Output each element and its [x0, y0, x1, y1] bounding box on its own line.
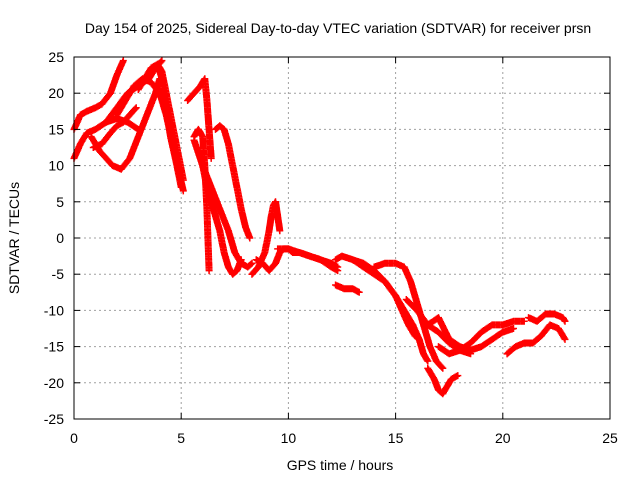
y-tick-label: -25 — [44, 411, 64, 427]
data-point-markers — [295, 248, 342, 271]
axis-ticks — [73, 56, 611, 420]
series-arc-12 — [190, 136, 256, 271]
x-tick-label: 25 — [602, 430, 618, 446]
data-point-markers — [190, 136, 256, 271]
y-tick-label: 0 — [56, 230, 64, 246]
data-point-markers — [184, 75, 215, 162]
y-tick-label: -10 — [44, 302, 64, 318]
series-arc-14 — [248, 198, 284, 278]
y-tick-labels: 25 20 15 10 5 0 -5 -10 -15 -20 -25 — [44, 49, 64, 427]
data-point-markers — [248, 198, 284, 278]
y-tick-label: -5 — [52, 266, 65, 282]
data-point-markers — [349, 256, 432, 365]
data-point-markers — [147, 60, 187, 184]
data-point-markers — [503, 321, 569, 358]
data-point-markers — [212, 122, 254, 242]
data-point-markers — [525, 310, 569, 325]
grid-lines — [74, 57, 610, 419]
data-point-markers — [424, 364, 462, 398]
data-point-markers — [332, 281, 363, 296]
y-tick-label: 20 — [48, 85, 64, 101]
data-point-markers — [87, 75, 164, 173]
series-arc-3 — [87, 75, 164, 173]
series-arc-8 — [147, 60, 187, 184]
y-tick-label: 5 — [56, 194, 64, 210]
series-arc-9 — [184, 75, 215, 162]
data-point-markers — [89, 104, 140, 151]
y-tick-label: 25 — [48, 49, 64, 65]
y-tick-label: 10 — [48, 158, 64, 174]
y-tick-label: -15 — [44, 339, 64, 355]
series-arc-17 — [295, 248, 342, 271]
series-arc-4 — [89, 104, 140, 151]
chart-title: Day 154 of 2025, Sidereal Day-to-day VTE… — [85, 20, 591, 36]
x-tick-label: 20 — [495, 430, 511, 446]
y-tick-label: -20 — [44, 375, 64, 391]
series-arc-25 — [424, 314, 517, 354]
x-tick-labels: 0 5 10 15 20 25 — [70, 430, 618, 446]
series-arc-26 — [503, 321, 569, 358]
data-point-markers — [424, 314, 517, 354]
x-tick-label: 0 — [70, 430, 78, 446]
x-tick-label: 10 — [281, 430, 297, 446]
y-axis-label: SDTVAR / TECUs — [6, 182, 22, 294]
x-tick-label: 15 — [388, 430, 404, 446]
series-arc-13 — [212, 122, 254, 242]
series-arc-22 — [424, 364, 462, 398]
x-tick-label: 5 — [177, 430, 185, 446]
series-arc-21 — [332, 281, 363, 296]
data-marks — [70, 57, 569, 398]
series-arc-27 — [525, 310, 569, 325]
series-arc-16 — [274, 245, 342, 275]
y-tick-label: 15 — [48, 121, 64, 137]
x-axis-label: GPS time / hours — [287, 457, 394, 473]
series-arc-19 — [349, 256, 432, 365]
data-point-markers — [274, 245, 342, 275]
